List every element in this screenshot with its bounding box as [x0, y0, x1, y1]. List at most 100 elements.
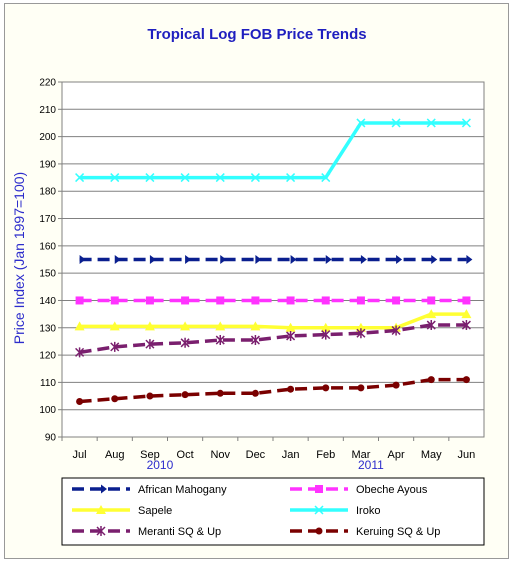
data-point [114, 255, 121, 264]
data-point [146, 392, 154, 400]
y-tick-label: 200 [39, 132, 56, 143]
y-tick-label: 180 [39, 187, 56, 198]
y-tick-label: 150 [39, 269, 56, 280]
series-meranti-sq-up [75, 320, 471, 358]
data-point [426, 309, 437, 319]
chart-title: Tropical Log FOB Price Trends [147, 26, 366, 43]
data-point [96, 526, 106, 536]
data-point [110, 341, 120, 352]
data-point [215, 321, 226, 331]
data-point [251, 389, 259, 397]
data-point [314, 505, 324, 515]
series-line [79, 312, 467, 330]
y-tick-label: 160 [39, 241, 56, 252]
data-point [426, 320, 436, 331]
y-tick-label: 130 [39, 323, 56, 334]
y-tick-label: 100 [39, 405, 56, 416]
legend-item: Sapele [72, 505, 172, 517]
data-point [321, 296, 330, 305]
legend-label: Obeche Ayous [356, 484, 428, 496]
series-line [79, 377, 467, 404]
legend-label: Sapele [138, 505, 172, 517]
data-point [250, 335, 260, 346]
data-point [286, 296, 295, 305]
data-point [391, 325, 401, 336]
data-point [101, 484, 107, 494]
data-point [181, 296, 190, 305]
data-point [461, 118, 471, 128]
y-tick-label: 90 [45, 433, 57, 444]
data-point [180, 173, 190, 183]
data-point [185, 255, 192, 264]
x-tick-label: Aug [105, 449, 125, 461]
x-tick-label: Apr [388, 449, 405, 461]
x-tick-label: Feb [316, 449, 335, 461]
data-point [462, 296, 471, 305]
y-axis-ticks: 90 100 110 120 130 140 150 160 170 180 190 200 210 22… [39, 78, 62, 444]
x-tick-label: Oct [177, 449, 194, 461]
legend-label: African Mahogany [138, 484, 227, 496]
data-point [145, 173, 155, 183]
y-tick-label: 210 [39, 105, 56, 116]
year-labels: 2010 2011 [147, 458, 385, 472]
y-tick-label: 110 [40, 378, 56, 389]
data-point [356, 296, 365, 305]
data-point [461, 309, 472, 319]
data-point [144, 321, 155, 331]
year-label: 2011 [358, 458, 384, 472]
data-point [290, 255, 297, 264]
data-point [180, 337, 190, 348]
legend-label: Iroko [356, 505, 380, 517]
data-point [251, 296, 260, 305]
data-point [321, 329, 331, 340]
legend-item: Obeche Ayous [290, 484, 428, 496]
data-point [461, 320, 471, 331]
data-point [215, 335, 225, 346]
series-keruing-sq-up [76, 376, 470, 405]
data-point [216, 389, 224, 397]
legend-item: Iroko [290, 505, 380, 517]
legend-label: Keruing SQ & Up [356, 526, 440, 538]
data-point [76, 398, 84, 405]
data-point [110, 296, 119, 305]
data-point [322, 384, 330, 392]
data-point [466, 255, 473, 264]
data-point [285, 322, 296, 332]
data-point [321, 173, 331, 183]
data-point [355, 322, 366, 332]
data-point [391, 118, 401, 128]
data-point [325, 255, 332, 264]
data-point [360, 255, 367, 264]
legend-item: Keruing SQ & Up [290, 526, 440, 538]
series-sapele [74, 309, 472, 332]
data-point [255, 255, 262, 264]
data-point [427, 376, 435, 384]
x-tick-label: Sep [140, 449, 160, 461]
data-point [462, 376, 470, 384]
x-tick-label: Jul [73, 449, 87, 461]
series-lines [74, 118, 473, 405]
x-tick-label: Dec [246, 449, 266, 461]
data-point [286, 173, 296, 183]
year-label: 2010 [147, 458, 174, 472]
data-point [110, 173, 120, 183]
data-point [320, 322, 331, 332]
x-tick-label: Mar [351, 449, 370, 461]
data-point [356, 118, 366, 128]
data-point [392, 296, 401, 305]
legend-label: Meranti SQ & Up [138, 526, 221, 538]
x-tick-label: May [421, 449, 442, 461]
data-point [216, 296, 225, 305]
data-point [74, 321, 85, 331]
x-tick-label: Jan [282, 449, 300, 461]
x-axis-ticks: Jul Aug Sep Oct Nov Dec Jan Feb Mar Apr May Jun [61, 437, 475, 461]
series-iroko [75, 118, 471, 183]
data-point [392, 381, 400, 389]
y-tick-label: 170 [39, 214, 56, 225]
data-point [215, 173, 225, 183]
y-tick-label: 190 [39, 159, 56, 170]
data-point [315, 485, 323, 493]
data-point [79, 255, 86, 264]
data-point [75, 347, 85, 358]
